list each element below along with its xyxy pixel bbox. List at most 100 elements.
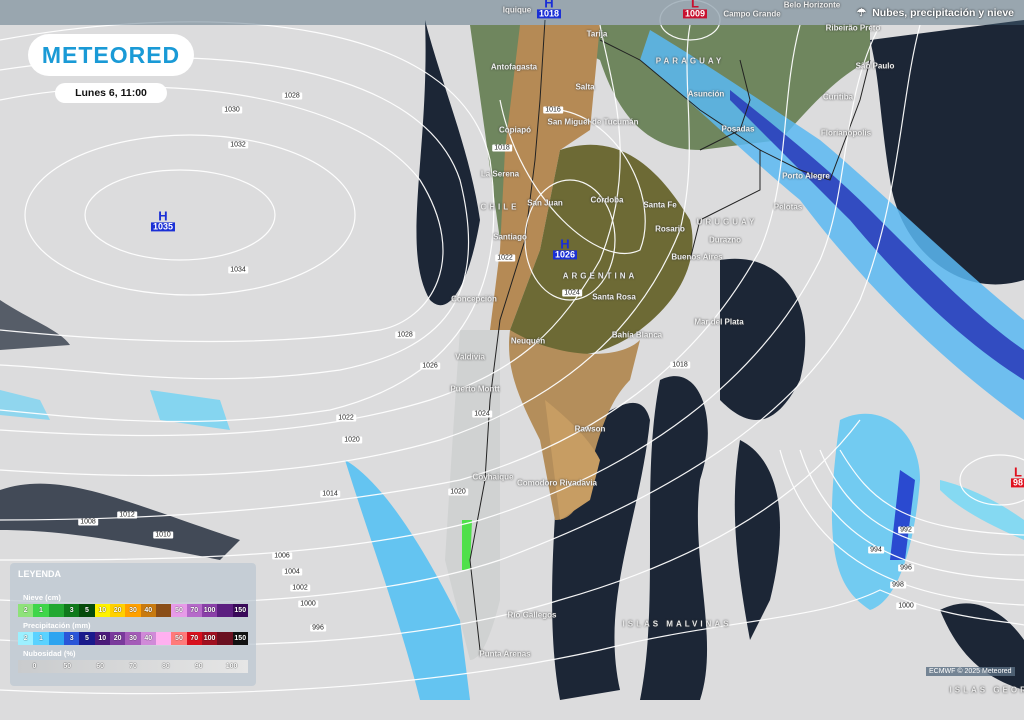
isobar-label: 994 (868, 546, 884, 554)
city-label: Río Gallegos (507, 610, 557, 620)
snow-swatch: 10 (94, 604, 110, 617)
pressure-center-high: H 1035 (150, 208, 176, 232)
layer-title[interactable]: ☂ Nubes, precipitación y nieve (857, 7, 1014, 19)
city-label: Córdoba (590, 195, 624, 205)
city-label: São Paulo (855, 61, 895, 71)
cloud-step: 70 (129, 663, 137, 670)
isobar-label: 1000 (298, 600, 318, 608)
credit: ECMWF © 2025 Meteored (926, 667, 1015, 676)
isobar-label: 1008 (78, 518, 98, 526)
city-label: Santa Rosa (592, 292, 636, 302)
precip-swatch: 50 (171, 632, 187, 645)
city-label: Antofagasta (490, 62, 538, 72)
city-label: Ribeirão Preto (825, 23, 881, 33)
country-label: URUGUAY (696, 217, 758, 227)
pressure-center-low: L 98 (1010, 464, 1024, 488)
cloud-step: 100 (225, 663, 238, 670)
pressure-center-low: L 1009 (682, 0, 708, 19)
city-label: Copiapó (499, 125, 531, 135)
clear-ocean (0, 20, 1024, 700)
precip-swatch: 40 (140, 632, 156, 645)
precip-swatch: 100 (201, 632, 218, 645)
isobar-label: 1026 (420, 362, 440, 370)
city-label: Coyhaique (472, 472, 514, 482)
snow-swatch: 2 (18, 604, 34, 617)
snow-swatch (217, 604, 233, 617)
isobar-label: 1000 (896, 602, 916, 610)
isobar-label: 1020 (342, 436, 362, 444)
isobar-label: 1018 (492, 144, 512, 152)
snow-swatch (155, 604, 172, 617)
layer-title-text: Nubes, precipitación y nieve (872, 7, 1014, 19)
country-label: ISLAS MALVINAS (622, 619, 732, 629)
isobar-label: 996 (310, 624, 326, 632)
isobar-label: 1014 (320, 490, 340, 498)
legend: LEYENDA Nieve (cm) 2 1 3 5 10 20 30 40 50 70 100 15… (10, 563, 256, 686)
city-label: Mar del Plata (694, 317, 744, 327)
snow-swatch: 70 (186, 604, 202, 617)
country-label: CHILE (480, 202, 520, 212)
city-label: Pelotas (773, 202, 803, 212)
snow-swatch: 150 (232, 604, 248, 617)
city-label: Santiago (493, 232, 527, 242)
isobar-label: 1028 (395, 331, 415, 339)
forecast-date[interactable]: Lunes 6, 11:00 (55, 83, 167, 103)
city-label: San Miguel de Tucumán (547, 117, 639, 127)
city-label: Curitiba (822, 92, 854, 102)
city-label: Santa Fe (643, 200, 677, 210)
city-label: Neuquén (510, 336, 546, 346)
isobar-label: 1016 (543, 106, 563, 114)
isobar-label: 992 (898, 526, 914, 534)
precip-swatch (217, 632, 233, 645)
cloud-step: 50 (63, 663, 72, 670)
city-label: Rosario (655, 224, 685, 234)
snow-swatch: 40 (140, 604, 156, 617)
snow-scale-label: Nieve (cm) (23, 593, 61, 602)
precip-scale: 2 1 3 5 10 20 30 40 50 70 100 150 (18, 632, 248, 645)
country-label: ISLAS GEORGIAS (949, 685, 1024, 695)
precip-swatch: 150 (232, 632, 248, 645)
pressure-center-high: H 1018 (536, 0, 562, 19)
precip-swatch: 3 (63, 632, 80, 645)
city-label: Campo Grande (723, 9, 781, 19)
isobar-label: 1018 (670, 361, 690, 369)
snow-swatch: 1 (33, 604, 49, 617)
isobar-label: 1022 (495, 254, 515, 262)
meteored-logo[interactable]: METEORED (28, 34, 194, 76)
isobar-label: 1012 (117, 511, 137, 519)
city-label: Durazno (709, 235, 741, 245)
legend-title: LEYENDA (18, 569, 62, 579)
city-label: Buenos Aires (671, 252, 723, 262)
city-label: Porto Alegre (782, 171, 830, 181)
cloud-scale: 0 50 60 70 80 90 100 (18, 660, 248, 673)
country-label: PARAGUAY (655, 56, 725, 66)
city-label: Rawson (574, 424, 606, 434)
isobar-label: 1028 (282, 92, 302, 100)
city-label: La Serena (480, 169, 520, 179)
precip-swatch (155, 632, 172, 645)
isobar-label: 1024 (472, 410, 492, 418)
isobar-label: 1010 (153, 531, 173, 539)
isobar-label: 1024 (562, 289, 582, 297)
precip-swatch: 5 (79, 632, 95, 645)
isobar-label: 1034 (228, 266, 248, 274)
isobar-label: 998 (890, 581, 906, 589)
snow-scale: 2 1 3 5 10 20 30 40 50 70 100 150 (18, 604, 248, 617)
top-bar (0, 0, 1024, 25)
city-label: Belo Horizonte (783, 0, 841, 10)
cloud-rain-icon: ☂ (856, 7, 867, 19)
isobar-label: 1032 (228, 141, 248, 149)
city-label: Concepción (451, 294, 497, 304)
city-label: Puerto Montt (450, 384, 500, 394)
isobar-label: 1030 (222, 106, 242, 114)
precip-swatch: 70 (186, 632, 202, 645)
city-label: Asunción (687, 89, 725, 99)
isobar-label: 1022 (336, 414, 356, 422)
precip-swatch: 20 (109, 632, 126, 645)
city-label: Tarija (586, 29, 608, 39)
precip-swatch (48, 632, 64, 645)
precip-swatch: 30 (125, 632, 141, 645)
city-label: Iquique (502, 5, 532, 15)
city-label: Florianópolis (820, 128, 872, 138)
cloud-step: 0 (32, 663, 37, 670)
